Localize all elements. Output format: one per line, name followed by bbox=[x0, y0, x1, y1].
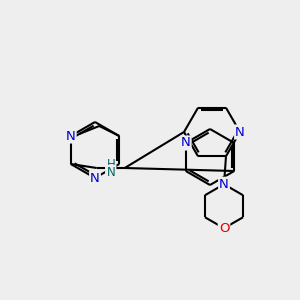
Text: H: H bbox=[106, 161, 116, 175]
Text: O: O bbox=[219, 222, 229, 235]
Text: N: N bbox=[181, 136, 190, 149]
Text: N: N bbox=[106, 166, 115, 178]
Text: H: H bbox=[106, 158, 115, 170]
Text: N: N bbox=[235, 125, 245, 139]
Text: N: N bbox=[90, 172, 100, 184]
Text: N: N bbox=[219, 178, 229, 191]
Text: N: N bbox=[66, 130, 76, 142]
